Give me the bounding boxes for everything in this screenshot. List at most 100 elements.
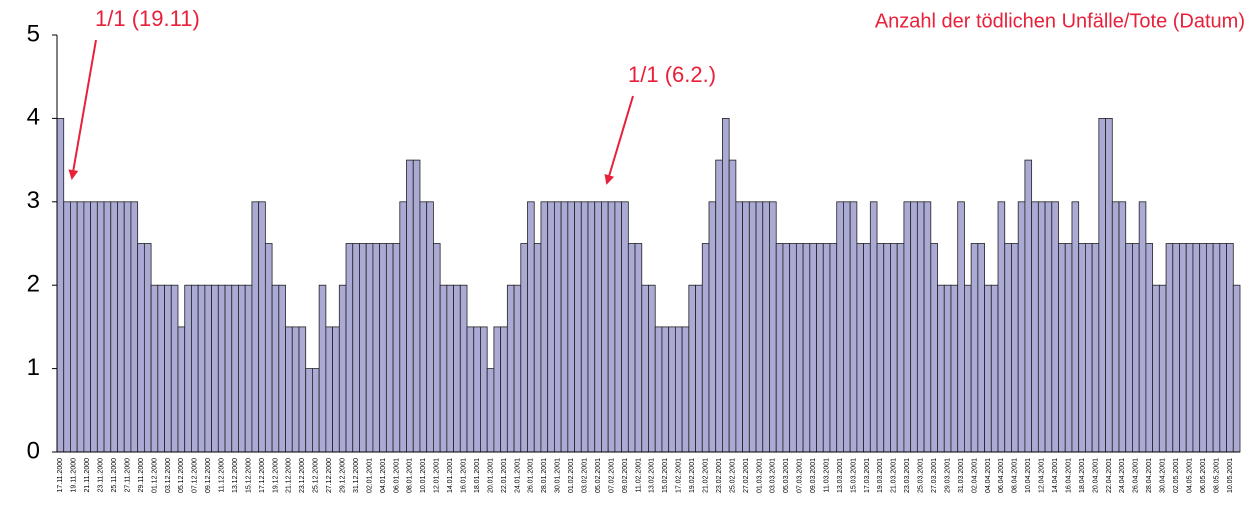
bar xyxy=(802,243,811,453)
bar xyxy=(258,201,266,453)
x-tick-label: 22.01.2001 xyxy=(501,458,508,493)
x-tick-label: 05.12.2000 xyxy=(178,458,185,493)
y-tick-label: 2 xyxy=(27,271,40,298)
bar xyxy=(1091,243,1100,453)
bar xyxy=(1118,201,1127,453)
x-tick-label: 16.01.2001 xyxy=(461,458,468,493)
bar xyxy=(96,201,105,453)
bar xyxy=(224,284,233,453)
bar xyxy=(1024,159,1033,453)
bar xyxy=(278,284,286,453)
bar xyxy=(1051,201,1059,453)
bar xyxy=(863,243,871,453)
bar xyxy=(137,243,145,453)
y-tick-label: 1 xyxy=(27,354,40,381)
bar xyxy=(123,201,132,453)
bar xyxy=(419,201,428,453)
bar xyxy=(1085,243,1093,453)
bar xyxy=(937,284,945,453)
bar xyxy=(822,243,831,453)
bar xyxy=(110,201,118,453)
bar xyxy=(943,284,952,453)
x-tick-label: 08.04.2001 xyxy=(1012,458,1019,493)
annotation: 1/1 (6.2.) xyxy=(628,62,716,87)
bar xyxy=(769,201,777,453)
bar xyxy=(1232,284,1241,453)
x-tick-label: 21.12.2000 xyxy=(286,458,293,493)
annotation: 1/1 (19.11) xyxy=(95,6,200,31)
x-tick-label: 29.11.2000 xyxy=(138,458,145,493)
bar xyxy=(1192,243,1201,453)
bar xyxy=(614,201,623,453)
bar xyxy=(325,326,333,453)
bar xyxy=(298,326,307,453)
y-tick-label: 4 xyxy=(27,104,40,131)
x-tick-label: 23.03.2001 xyxy=(904,458,911,493)
bar xyxy=(372,243,381,453)
bar xyxy=(90,201,98,453)
bar xyxy=(1152,284,1160,453)
x-tick-label: 18.04.2001 xyxy=(1079,458,1086,493)
bar xyxy=(722,118,730,453)
bar xyxy=(674,326,683,453)
bar xyxy=(63,201,71,453)
bar xyxy=(755,201,764,453)
bar xyxy=(251,201,260,453)
bar xyxy=(567,201,575,453)
bar xyxy=(264,243,273,453)
bar xyxy=(513,284,522,453)
x-tick-label: 17.03.2001 xyxy=(864,458,871,493)
bar xyxy=(433,243,441,453)
x-tick-label: 19.02.2001 xyxy=(689,458,696,493)
bar xyxy=(560,201,569,453)
bar xyxy=(876,243,885,453)
bar xyxy=(547,201,555,453)
bar xyxy=(869,201,878,453)
bar xyxy=(1185,243,1194,453)
bar xyxy=(695,284,703,453)
x-tick-label: 30.01.2001 xyxy=(555,458,562,493)
x-tick-label: 15.02.2001 xyxy=(662,458,669,493)
x-tick-label: 20.01.2001 xyxy=(487,458,494,493)
x-tick-label: 23.12.2000 xyxy=(299,458,306,493)
x-tick-label: 25.11.2000 xyxy=(111,458,118,493)
x-tick-label: 07.02.2001 xyxy=(608,458,615,493)
bar xyxy=(312,368,320,453)
bar xyxy=(204,284,212,453)
bar xyxy=(338,284,347,453)
x-tick-label: 25.03.2001 xyxy=(918,458,925,493)
x-tick-label: 15.12.2000 xyxy=(245,458,252,493)
x-tick-label: 26.04.2001 xyxy=(1133,458,1140,493)
bar xyxy=(170,284,179,453)
y-tick-label: 0 xyxy=(27,437,40,464)
bar xyxy=(964,284,972,453)
x-tick-label: 28.01.2001 xyxy=(541,458,548,493)
bar xyxy=(621,201,629,453)
bar xyxy=(318,284,327,453)
bar xyxy=(1165,243,1174,453)
x-tick-label: 03.12.2000 xyxy=(165,458,172,493)
bar xyxy=(399,201,407,453)
bar xyxy=(957,201,965,453)
x-tick-label: 01.02.2001 xyxy=(568,458,575,493)
x-tick-label: 01.03.2001 xyxy=(756,458,763,493)
bar xyxy=(164,284,172,453)
x-tick-label: 14.01.2001 xyxy=(447,458,454,493)
bar xyxy=(406,159,414,453)
x-tick-label: 06.01.2001 xyxy=(393,458,400,493)
bar xyxy=(271,284,280,453)
bar xyxy=(627,243,636,453)
bar xyxy=(990,284,999,453)
x-tick-label: 09.03.2001 xyxy=(810,458,817,493)
y-tick-label: 3 xyxy=(27,187,40,214)
x-tick-label: 09.12.2000 xyxy=(205,458,212,493)
bar xyxy=(574,201,582,453)
x-tick-label: 04.05.2001 xyxy=(1186,458,1193,493)
bar xyxy=(1078,243,1086,453)
x-tick-label: 19.03.2001 xyxy=(877,458,884,493)
bar xyxy=(594,201,602,453)
x-tick-label: 19.12.2000 xyxy=(272,458,279,493)
bar xyxy=(910,201,918,453)
x-tick-label: 02.05.2001 xyxy=(1173,458,1180,493)
x-tick-label: 24.04.2001 xyxy=(1119,458,1126,493)
